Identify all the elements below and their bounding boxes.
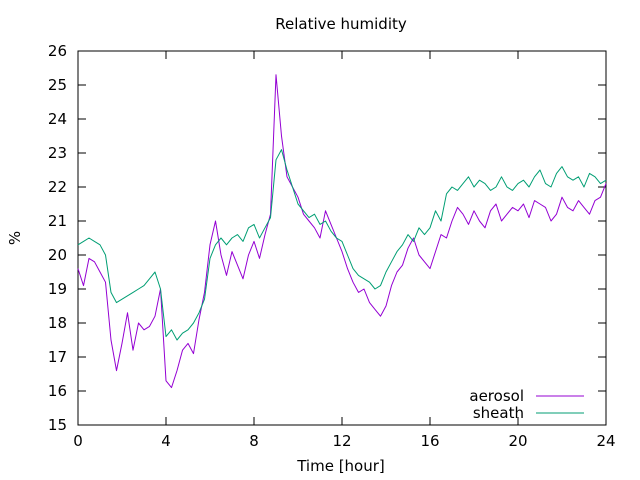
y-tick-label: 15 (48, 416, 67, 434)
y-tick-label: 26 (48, 42, 67, 60)
y-tick-label: 20 (48, 246, 67, 264)
y-axis: 15 16 17 18 19 20 21 22 23 24 25 26 (48, 42, 606, 434)
y-axis-label: % (6, 231, 24, 245)
plot-frame (77, 50, 607, 426)
x-tick-label: 12 (332, 432, 351, 450)
y-tick-label: 21 (48, 212, 67, 230)
chart-title: Relative humidity (275, 15, 407, 33)
x-tick-label: 4 (161, 432, 171, 450)
y-tick-label: 22 (48, 178, 67, 196)
y-tick-label: 16 (48, 382, 67, 400)
y-tick-label: 19 (48, 280, 67, 298)
x-axis: 0 4 8 12 16 20 24 (73, 51, 616, 450)
series-line-sheath (77, 149, 607, 341)
y-tick-label: 18 (48, 314, 67, 332)
y-tick-label: 25 (48, 76, 67, 94)
x-tick-label: 0 (73, 432, 83, 450)
x-tick-label: 20 (508, 432, 527, 450)
legend-label-aerosol: aerosol (469, 387, 524, 405)
series-line-aerosol (77, 74, 607, 389)
y-tick-label: 17 (48, 348, 67, 366)
x-tick-label: 16 (420, 432, 439, 450)
y-tick-label: 24 (48, 110, 67, 128)
x-axis-label: Time [hour] (296, 457, 385, 475)
series-lines (77, 74, 607, 389)
legend-label-sheath: sheath (473, 404, 524, 422)
x-tick-label: 24 (596, 432, 615, 450)
y-tick-label: 23 (48, 144, 67, 162)
x-tick-label: 8 (249, 432, 259, 450)
